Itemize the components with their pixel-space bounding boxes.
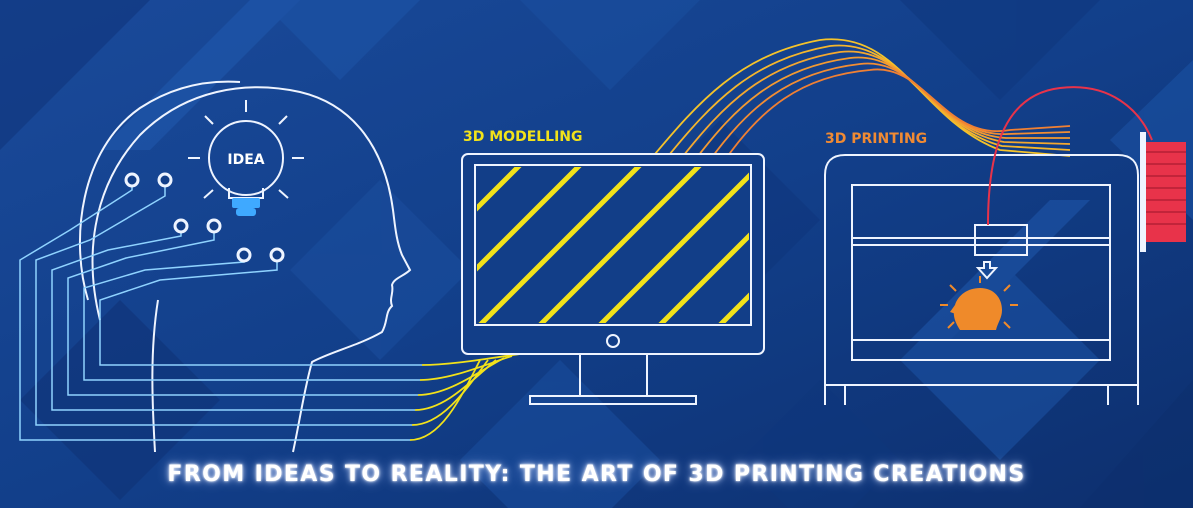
yellow-wires-bottom	[409, 353, 521, 441]
lightbulb	[188, 100, 304, 216]
idea-label: IDEA	[227, 152, 264, 168]
filament-spool	[1140, 132, 1186, 252]
modelling-label: 3D MODELLING	[463, 129, 583, 145]
monitor	[461, 153, 765, 405]
printing-label: 3D PRINTING	[825, 131, 927, 147]
circuit-lines	[19, 180, 422, 441]
printer	[824, 154, 1139, 405]
filament-line	[987, 86, 1153, 226]
bulb-rays	[188, 100, 304, 199]
print-object-head	[940, 276, 1018, 330]
banner-title: FROM IDEAS TO REALITY: THE ART OF 3D PRI…	[167, 462, 1026, 487]
head-outline	[78, 80, 412, 453]
circuit-nodes	[124, 172, 285, 263]
wires-top	[649, 38, 1071, 161]
modelling-stripes	[477, 167, 749, 323]
